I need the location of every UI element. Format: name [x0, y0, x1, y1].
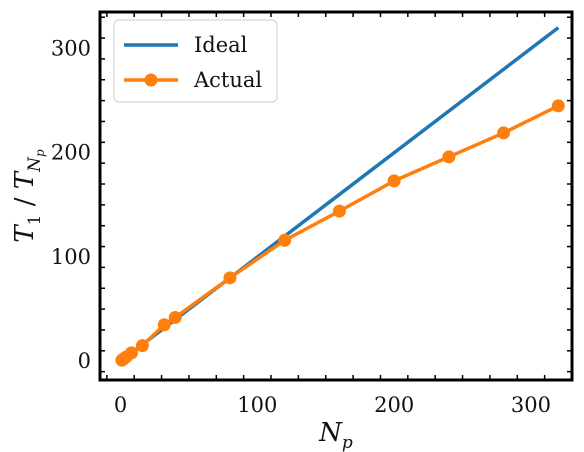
data-point-actual — [124, 346, 138, 360]
y-tick-label: 0 — [78, 349, 91, 373]
y-axis-label-main: T — [10, 224, 40, 243]
x-tick-label: 300 — [511, 393, 551, 417]
data-point-actual — [135, 339, 149, 353]
y-tick-label: 200 — [51, 141, 91, 165]
data-point-actual — [223, 271, 237, 285]
x-tick-label: 200 — [374, 393, 414, 417]
plot-frame — [98, 10, 574, 382]
data-point-actual — [332, 204, 346, 218]
plot-area — [115, 26, 565, 367]
x-tick-label: 100 — [237, 393, 277, 417]
x-axis-label-sub: p — [342, 433, 353, 452]
y-axis-label-den-sub2: p — [33, 149, 47, 157]
x-axis-label: Np — [318, 418, 353, 452]
data-point-actual — [551, 99, 565, 113]
data-point-actual — [387, 174, 401, 188]
y-axis-label-den-sub1: N — [25, 156, 45, 173]
legend: Ideal Actual — [113, 19, 278, 103]
y-axis-label-den: T — [10, 170, 40, 189]
y-tick-label: 100 — [51, 245, 91, 269]
y-tick-label: 300 — [51, 36, 91, 60]
x-tick-label: 0 — [114, 393, 127, 417]
y-axis-label: T1 / TNp — [10, 149, 47, 243]
data-point-actual — [442, 150, 456, 164]
data-point-actual — [168, 310, 182, 324]
data-point-actual — [497, 126, 511, 140]
legend-label-actual: Actual — [193, 68, 262, 92]
y-axis-label-sep: / — [10, 189, 40, 214]
axes: 0 100 200 300 0 100 200 300 — [51, 10, 574, 417]
legend-label-ideal: Ideal — [194, 33, 248, 57]
x-axis-label-base: N — [318, 418, 343, 448]
legend-marker-actual — [144, 73, 158, 87]
data-point-actual — [157, 318, 171, 332]
y-axis-label-main-sub: 1 — [25, 215, 45, 226]
series-line-actual — [120, 104, 560, 362]
data-point-actual — [278, 233, 292, 247]
